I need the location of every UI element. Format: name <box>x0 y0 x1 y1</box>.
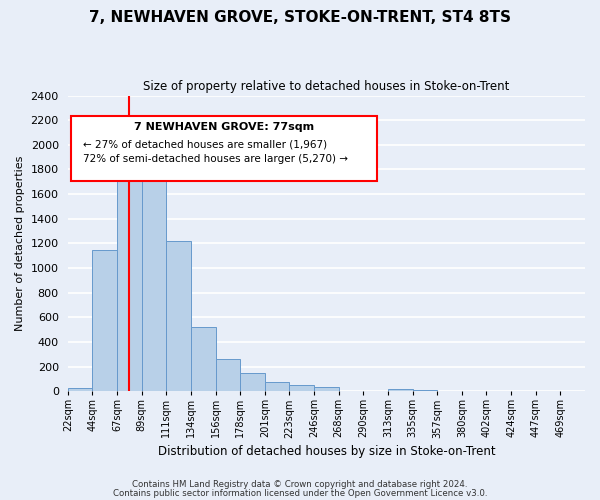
Bar <box>166 241 191 391</box>
Bar <box>92 250 117 391</box>
Bar <box>413 390 437 391</box>
Bar <box>240 373 265 391</box>
Bar <box>289 386 314 391</box>
Bar <box>142 164 166 391</box>
Y-axis label: Number of detached properties: Number of detached properties <box>15 156 25 331</box>
Title: Size of property relative to detached houses in Stoke-on-Trent: Size of property relative to detached ho… <box>143 80 509 93</box>
X-axis label: Distribution of detached houses by size in Stoke-on-Trent: Distribution of detached houses by size … <box>158 444 495 458</box>
Bar <box>191 327 215 391</box>
Bar <box>215 358 240 391</box>
Bar <box>388 390 413 391</box>
Bar <box>117 150 142 391</box>
Text: 7 NEWHAVEN GROVE: 77sqm: 7 NEWHAVEN GROVE: 77sqm <box>134 122 314 132</box>
Text: Contains public sector information licensed under the Open Government Licence v3: Contains public sector information licen… <box>113 488 487 498</box>
Text: Contains HM Land Registry data © Crown copyright and database right 2024.: Contains HM Land Registry data © Crown c… <box>132 480 468 489</box>
Text: 72% of semi-detached houses are larger (5,270) →: 72% of semi-detached houses are larger (… <box>83 154 348 164</box>
Text: 7, NEWHAVEN GROVE, STOKE-ON-TRENT, ST4 8TS: 7, NEWHAVEN GROVE, STOKE-ON-TRENT, ST4 8… <box>89 10 511 25</box>
Bar <box>265 382 289 391</box>
Bar <box>314 386 339 391</box>
Bar <box>437 390 462 391</box>
Text: ← 27% of detached houses are smaller (1,967): ← 27% of detached houses are smaller (1,… <box>83 140 327 149</box>
Bar <box>68 388 92 391</box>
